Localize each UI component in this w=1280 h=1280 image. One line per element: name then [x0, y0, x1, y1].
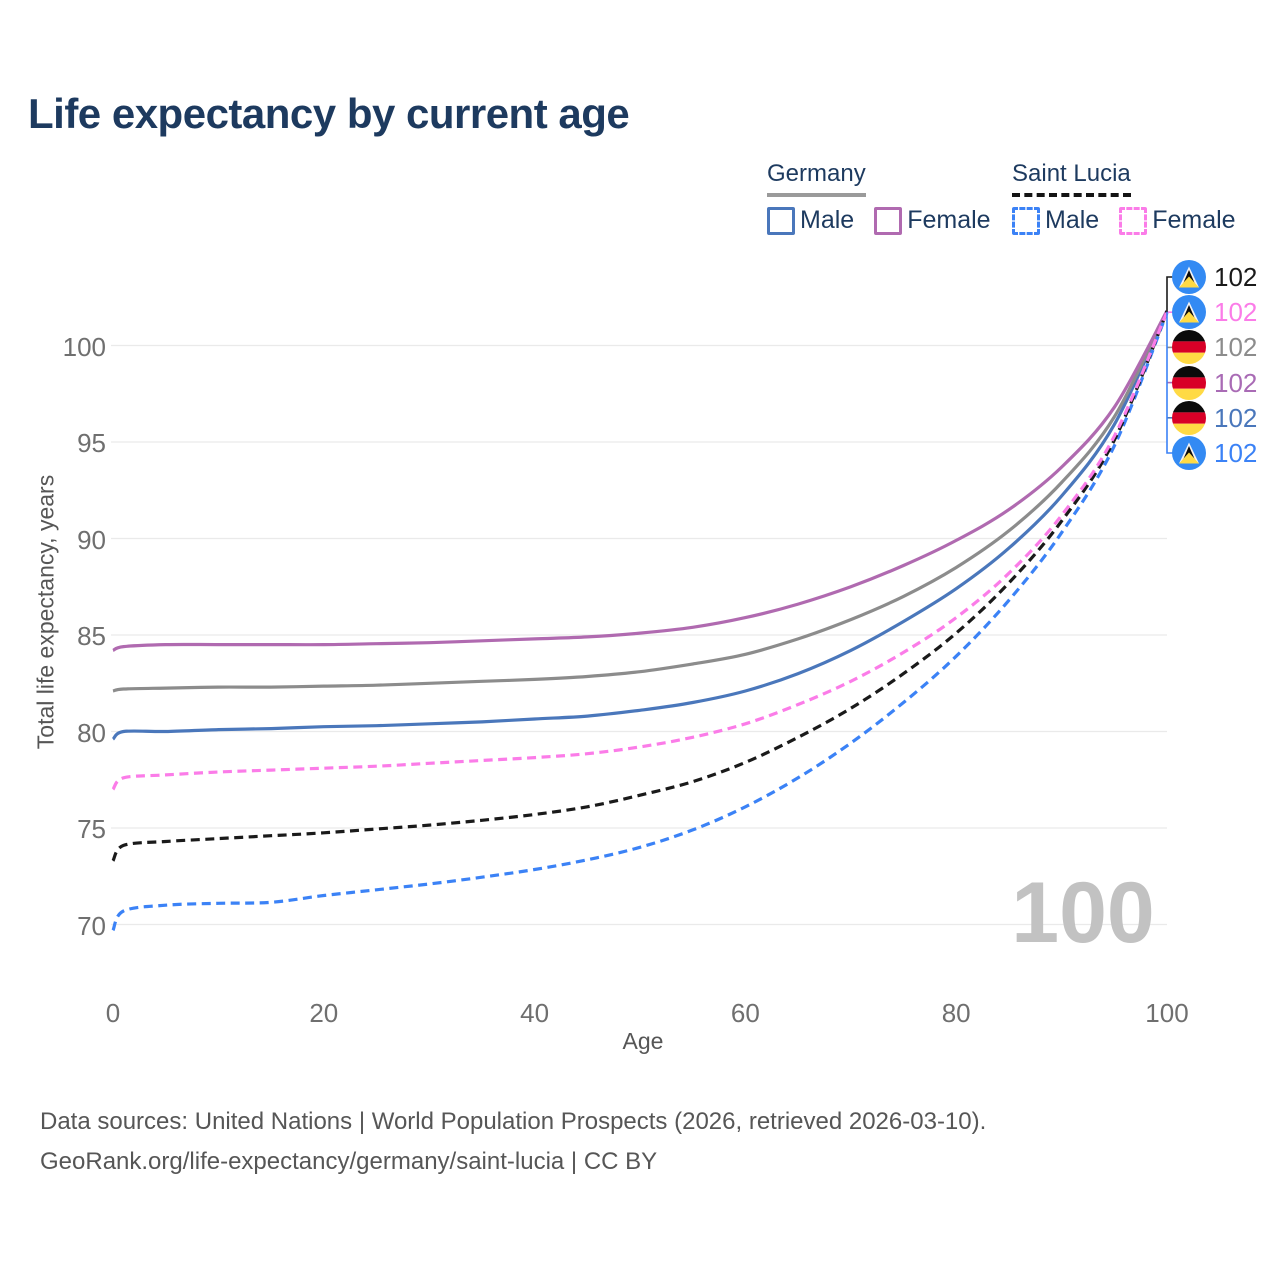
germany-flag-icon [1172, 365, 1206, 400]
y-tick-label: 80 [77, 717, 106, 748]
x-tick-label: 40 [520, 998, 550, 1028]
end-value: 102 [1214, 262, 1258, 292]
end-label-germany-total: 102 [1172, 330, 1258, 365]
y-tick-label: 75 [77, 814, 106, 844]
legend-label: Female [907, 206, 991, 234]
saint-lucia-male-swatch-icon [1012, 206, 1040, 235]
series-line-saint-lucia-total [111, 311, 1169, 862]
saint-lucia-flag-icon [1172, 436, 1206, 470]
age-watermark: 100 [1011, 865, 1155, 961]
legend-group-germany: Germany Male Female [767, 160, 991, 235]
y-tick-label: 85 [77, 621, 106, 651]
legend-group-saint-lucia: Saint Lucia Male Female [1012, 160, 1236, 235]
series-line-saint-lucia-male [111, 312, 1169, 932]
y-tick-label: 70 [77, 910, 106, 941]
x-tick-label: 20 [309, 998, 339, 1028]
y-tick-label: 90 [77, 524, 106, 555]
y-tick-label: 95 [77, 428, 106, 458]
x-tick-label: 0 [105, 998, 121, 1028]
legend-header-saint-lucia: Saint Lucia [1012, 160, 1131, 197]
end-value: 102 [1214, 438, 1258, 468]
y-axis-title: Total life expectancy, years [32, 474, 59, 750]
end-value: 102 [1214, 297, 1258, 328]
legend-label: Male [800, 206, 855, 234]
end-label-saint-lucia-total: 102 [1172, 260, 1257, 294]
series-line-saint-lucia-female [111, 311, 1169, 791]
end-label-saint-lucia-female: 102 [1172, 295, 1258, 330]
footer-sources: Data sources: United Nations | World Pop… [40, 1108, 987, 1135]
series-line-germany-total [112, 310, 1169, 693]
footer-attribution: GeoRank.org/life-expectancy/germany/sain… [40, 1148, 658, 1175]
end-label-saint-lucia-male: 102 [1172, 436, 1257, 470]
end-label-connector [1166, 311, 1174, 454]
saint-lucia-female-swatch-icon [1119, 206, 1148, 235]
germany-female-swatch-icon [874, 206, 903, 235]
legend-item-germany-female[interactable]: Female [874, 206, 991, 235]
germany-flag-icon [1172, 400, 1206, 435]
legend-header-germany: Germany [767, 160, 866, 197]
legend-label: Female [1152, 206, 1236, 234]
end-value: 102 [1214, 332, 1258, 363]
saint-lucia-flag-icon [1172, 260, 1206, 294]
germany-flag-icon [1172, 330, 1206, 365]
y-tick-label: 100 [62, 331, 106, 362]
end-label-connector [1165, 276, 1174, 313]
legend-item-saint-lucia-female[interactable]: Female [1119, 206, 1236, 235]
x-tick-label: 80 [941, 998, 971, 1028]
chart-title: Life expectancy by current age [28, 90, 630, 137]
legend-label: Male [1045, 206, 1100, 234]
germany-male-swatch-icon [767, 206, 795, 235]
end-value: 102 [1214, 367, 1258, 398]
x-tick-label: 60 [730, 998, 760, 1028]
end-value: 102 [1214, 402, 1258, 433]
series-line-germany-male [111, 310, 1169, 741]
x-tick-label: 100 [1145, 998, 1189, 1028]
x-axis-title: Age [622, 1028, 664, 1054]
end-label-germany-female: 102 [1172, 365, 1258, 400]
legend-item-germany-male[interactable]: Male [767, 206, 854, 235]
end-label-germany-male: 102 [1172, 400, 1258, 435]
series-line-germany-female [112, 310, 1169, 652]
legend-item-saint-lucia-male[interactable]: Male [1012, 206, 1099, 235]
saint-lucia-flag-icon [1172, 295, 1206, 330]
